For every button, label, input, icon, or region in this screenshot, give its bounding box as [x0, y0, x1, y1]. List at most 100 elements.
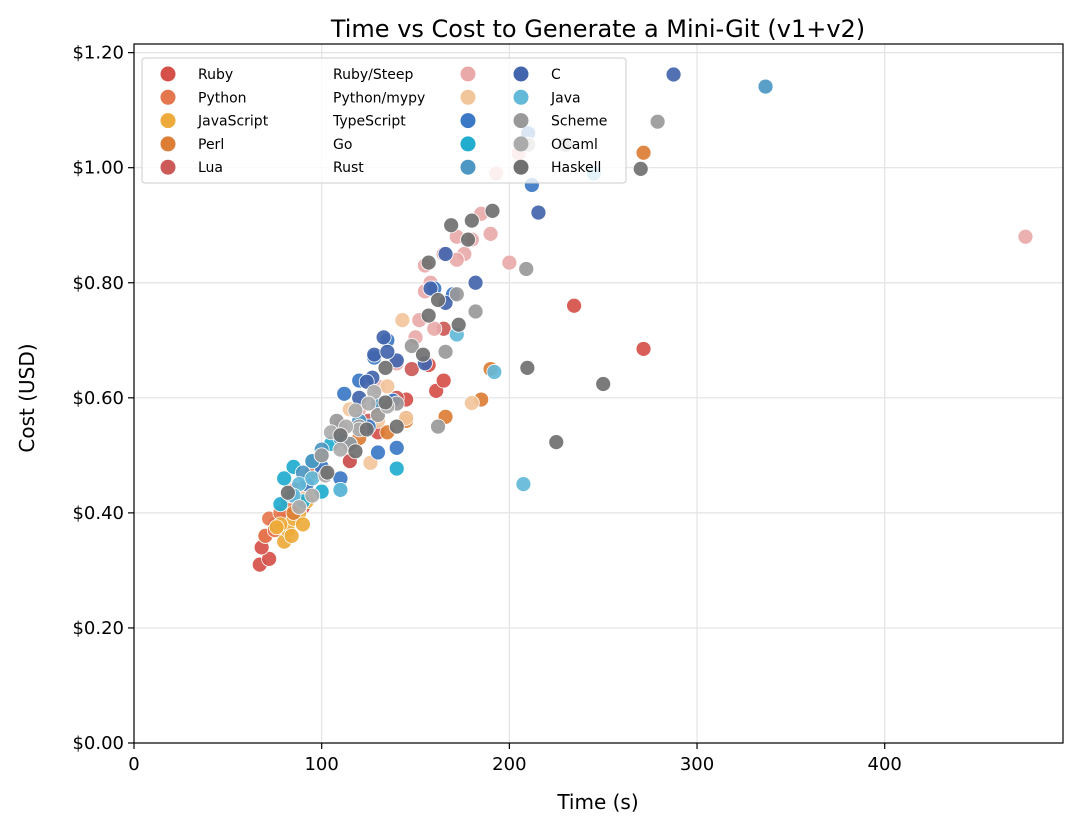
data-point-haskell — [377, 359, 394, 376]
y-axis-label: Cost (USD) — [15, 343, 39, 452]
legend-label: Rust — [333, 160, 364, 176]
data-point-scheme — [403, 338, 420, 354]
data-point-haskell — [595, 376, 612, 392]
legend-marker — [160, 66, 176, 82]
legend-label: TypeScript — [332, 114, 406, 130]
y-tick-label: $0.40 — [72, 503, 124, 524]
legend-marker — [513, 113, 529, 129]
data-point-java — [332, 481, 349, 498]
legend-marker — [460, 113, 476, 129]
x-axis-label: Time (s) — [556, 790, 638, 814]
data-point-haskell — [430, 292, 446, 308]
legend-marker — [513, 89, 529, 105]
data-point-scheme — [518, 261, 535, 277]
legend-marker — [460, 89, 476, 105]
data-point-lua — [403, 361, 420, 377]
data-point-ocaml — [332, 441, 349, 458]
data-point-haskell — [484, 202, 501, 219]
data-point-ruby — [261, 551, 278, 567]
data-point-c — [467, 274, 484, 291]
data-point-scheme — [430, 418, 446, 435]
data-point-java — [304, 470, 321, 487]
legend-label: C — [551, 67, 561, 83]
data-point-haskell — [420, 307, 437, 324]
data-point-haskell — [347, 443, 364, 460]
legend-label: Haskell — [551, 160, 601, 176]
data-point-ocaml — [304, 487, 321, 504]
y-tick-label: $0.80 — [72, 273, 124, 294]
legend-marker — [160, 113, 176, 129]
data-point-haskell — [332, 427, 349, 444]
legend: Ruby Python JavaScript Perl Lua Ruby/Steep Pyt… — [141, 57, 627, 184]
x-tick-label: 300 — [680, 754, 714, 775]
chart-title: Time vs Cost to Generate a Mini-Git (v1+… — [330, 15, 865, 43]
data-point-ocaml — [360, 395, 377, 412]
y-axis-ticks: $0.00 $0.20 $0.40 $0.60 $0.80 $1.00 $1.20 — [72, 43, 134, 754]
data-point-ruby-steep — [1017, 228, 1034, 245]
legend-marker — [460, 66, 476, 82]
data-point-javascript — [283, 527, 300, 544]
legend-marker — [513, 66, 529, 82]
data-point-c — [437, 246, 454, 262]
data-point-c — [375, 329, 392, 346]
data-point-haskell — [388, 418, 405, 435]
data-point-scheme — [437, 343, 454, 360]
plot-frame — [133, 43, 1064, 744]
legend-marker — [513, 136, 529, 152]
data-point-haskell — [377, 394, 394, 411]
legend-label: Ruby/Steep — [333, 67, 413, 83]
legend-label: Python — [198, 90, 247, 106]
data-point-perl — [635, 144, 652, 161]
data-point-javascript — [268, 519, 285, 536]
data-point-haskell — [460, 231, 476, 248]
data-point-ruby-steep — [501, 254, 518, 271]
data-point-ruby — [635, 341, 652, 357]
data-point-scheme — [467, 303, 484, 320]
data-point-python-mypy — [394, 312, 411, 329]
data-point-c — [422, 280, 439, 297]
data-point-typescript — [370, 444, 386, 461]
legend-marker — [513, 159, 529, 175]
data-point-haskell — [279, 484, 296, 501]
data-point-scheme — [649, 113, 666, 130]
legend-label: Scheme — [551, 114, 607, 130]
x-tick-label: 100 — [304, 754, 338, 775]
legend-marker — [460, 159, 476, 175]
data-point-c — [379, 343, 396, 360]
data-point-ocaml — [291, 499, 308, 516]
data-point-go — [388, 460, 405, 477]
y-tick-label: $0.60 — [72, 388, 124, 409]
data-point-haskell — [450, 316, 467, 333]
data-point-typescript — [388, 439, 405, 456]
data-point-rust — [757, 78, 774, 95]
x-tick-label: 200 — [492, 754, 526, 775]
x-tick-label: 400 — [868, 754, 902, 775]
data-point-c — [530, 204, 547, 221]
data-point-python-mypy — [463, 395, 480, 411]
data-point-ocaml — [347, 402, 364, 419]
data-point-haskell — [632, 160, 649, 177]
data-point-scheme — [448, 286, 465, 303]
data-point-haskell — [548, 434, 565, 451]
x-tick-label: 0 — [128, 754, 139, 775]
data-point-haskell — [519, 359, 536, 376]
legend-marker — [160, 159, 176, 175]
data-point-haskell — [443, 217, 460, 234]
data-point-haskell — [415, 346, 431, 363]
data-point-go — [272, 496, 289, 513]
y-tick-label: $0.00 — [72, 733, 124, 754]
data-point-scheme — [313, 447, 330, 464]
data-point-typescript — [336, 385, 353, 402]
x-axis-ticks: 0 100 200 300 400 — [128, 743, 902, 775]
y-tick-label: $1.20 — [72, 43, 124, 64]
data-point-c — [366, 346, 383, 363]
legend-label: Perl — [198, 137, 224, 153]
legend-label: JavaScript — [197, 114, 269, 130]
legend-label: OCaml — [551, 137, 598, 153]
legend-marker — [460, 136, 476, 152]
legend-label: Ruby — [198, 67, 233, 83]
data-point-ruby-steep — [426, 320, 443, 337]
data-point-haskell — [358, 421, 375, 438]
data-point-javascript — [295, 516, 311, 533]
